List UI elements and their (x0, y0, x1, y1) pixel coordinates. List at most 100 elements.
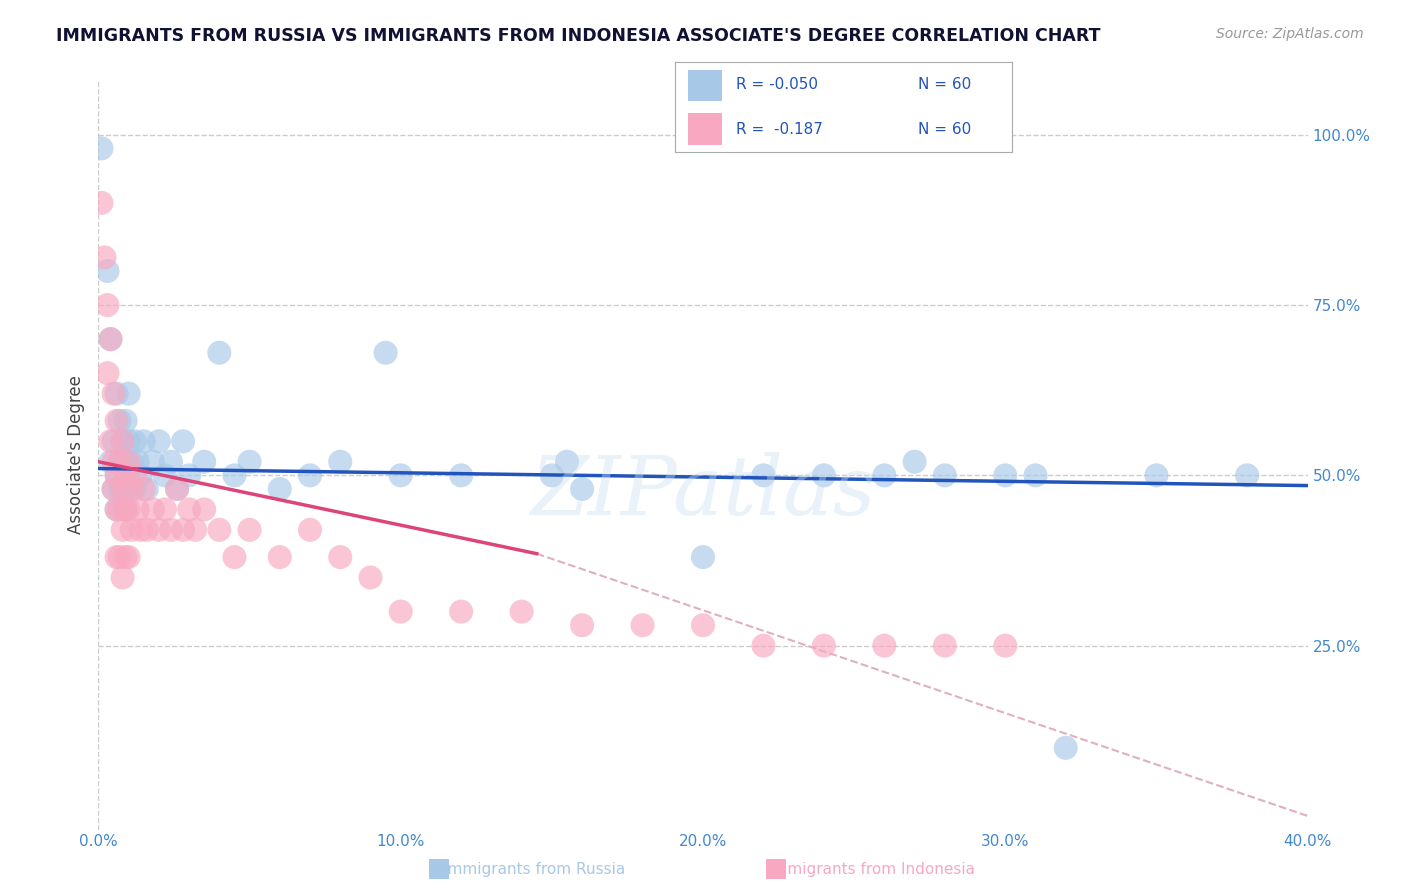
Point (124, 482, 146, 496)
Point (160, 455, 183, 469)
Text: R = -0.050: R = -0.050 (735, 78, 818, 92)
Point (105, 468, 128, 483)
Point (103, 455, 125, 469)
Point (111, 482, 134, 496)
Point (571, 482, 593, 496)
Point (121, 482, 143, 496)
Point (127, 502, 149, 516)
Point (540, 468, 562, 483)
Point (994, 468, 1017, 483)
Point (108, 482, 131, 496)
Bar (689, 70, 723, 101)
Text: N = 60: N = 60 (918, 78, 972, 92)
Point (179, 468, 201, 483)
Point (132, 482, 155, 496)
Point (105, 414, 128, 428)
Point (208, 345, 231, 359)
Point (118, 502, 141, 516)
Point (813, 639, 835, 653)
Point (172, 434, 194, 449)
Point (153, 502, 176, 516)
Point (994, 639, 1017, 653)
Point (108, 502, 131, 516)
Point (142, 455, 165, 469)
Point (127, 455, 149, 469)
Point (100, 455, 122, 469)
Point (239, 455, 262, 469)
Point (100, 332, 122, 346)
Point (166, 482, 188, 496)
Point (105, 386, 128, 401)
Point (160, 523, 183, 537)
Point (124, 434, 146, 449)
Point (631, 618, 654, 632)
Point (873, 468, 896, 483)
Point (450, 468, 472, 483)
Point (103, 434, 125, 449)
Point (93, 251, 115, 265)
Point (111, 570, 134, 584)
Point (360, 570, 382, 584)
Bar (689, 113, 723, 145)
Point (108, 414, 131, 428)
Point (129, 468, 152, 483)
Y-axis label: Associate's Degree: Associate's Degree (66, 376, 84, 534)
Point (108, 455, 131, 469)
Point (118, 550, 141, 565)
Point (193, 502, 215, 516)
Point (329, 550, 352, 565)
Point (329, 455, 352, 469)
Point (121, 523, 143, 537)
Point (132, 434, 155, 449)
Point (692, 618, 714, 632)
Point (100, 434, 122, 449)
Point (299, 468, 322, 483)
Point (135, 482, 157, 496)
Point (752, 639, 775, 653)
Point (103, 482, 125, 496)
Point (934, 468, 956, 483)
Point (1024, 468, 1046, 483)
Point (121, 482, 143, 496)
Point (692, 550, 714, 565)
Point (873, 639, 896, 653)
Text: Immigrants from Russia: Immigrants from Russia (443, 863, 626, 877)
Point (148, 523, 170, 537)
Point (224, 468, 246, 483)
Point (153, 468, 176, 483)
Point (105, 502, 128, 516)
Point (96, 264, 118, 278)
Point (124, 468, 146, 483)
Point (111, 434, 134, 449)
Point (148, 434, 170, 449)
Point (118, 434, 141, 449)
Point (208, 523, 231, 537)
Point (934, 639, 956, 653)
Point (100, 332, 122, 346)
Point (193, 455, 215, 469)
Point (239, 523, 262, 537)
Point (103, 386, 125, 401)
Point (179, 502, 201, 516)
Point (121, 455, 143, 469)
Point (114, 502, 136, 516)
Point (269, 482, 291, 496)
Point (114, 414, 136, 428)
Point (1054, 740, 1077, 755)
Point (118, 386, 141, 401)
Text: N = 60: N = 60 (918, 122, 972, 136)
Point (90, 141, 112, 155)
Point (571, 618, 593, 632)
Text: Source: ZipAtlas.com: Source: ZipAtlas.com (1216, 27, 1364, 41)
Point (135, 523, 157, 537)
Point (118, 468, 141, 483)
Text: IMMIGRANTS FROM RUSSIA VS IMMIGRANTS FROM INDONESIA ASSOCIATE'S DEGREE CORRELATI: IMMIGRANTS FROM RUSSIA VS IMMIGRANTS FRO… (56, 27, 1101, 45)
Point (114, 468, 136, 483)
Point (389, 468, 412, 483)
Point (510, 605, 533, 619)
Point (111, 434, 134, 449)
Point (96, 366, 118, 380)
Point (114, 550, 136, 565)
Point (224, 550, 246, 565)
Point (129, 523, 152, 537)
